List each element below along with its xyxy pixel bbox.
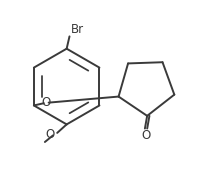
Text: O: O [42,96,51,109]
Text: Br: Br [70,23,84,36]
Text: O: O [45,128,54,141]
Text: O: O [141,129,151,142]
